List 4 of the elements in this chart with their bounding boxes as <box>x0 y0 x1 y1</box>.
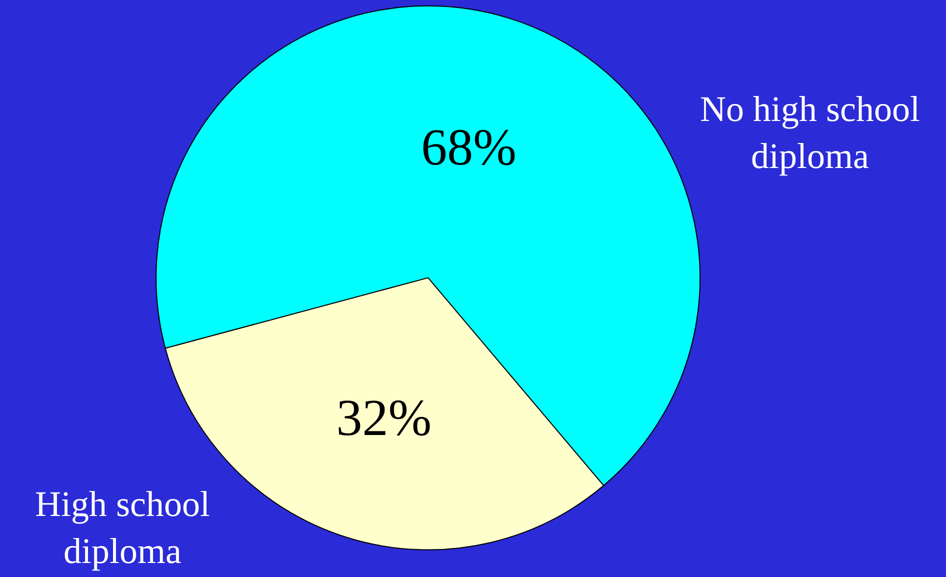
slice-label: High school diploma <box>35 484 210 571</box>
data-label: 68% <box>421 120 516 177</box>
slice-label: No high school diploma <box>700 89 920 176</box>
data-label: 32% <box>336 390 432 448</box>
